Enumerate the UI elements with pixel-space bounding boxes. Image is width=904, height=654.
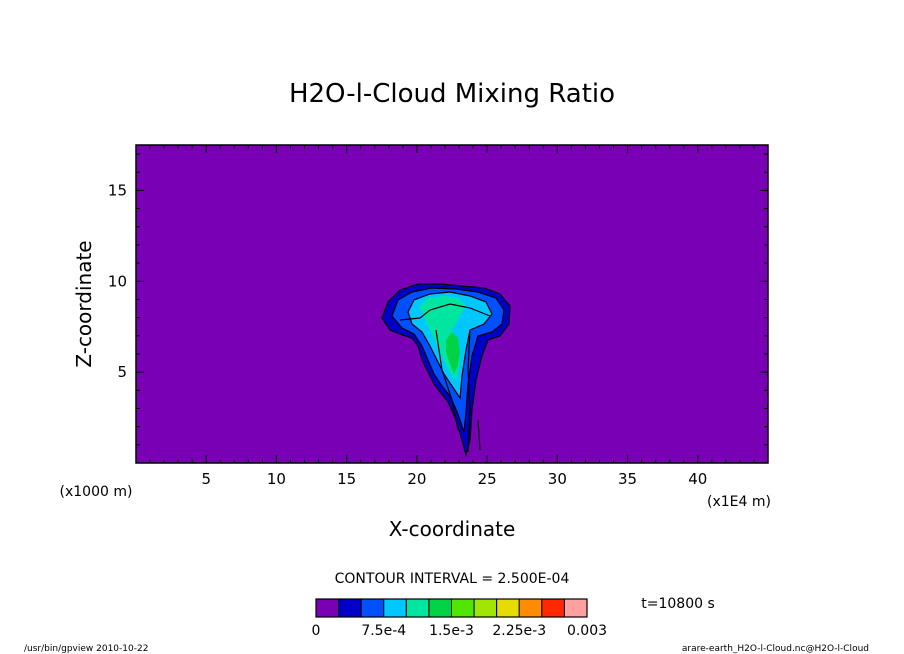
x-tick-label: 10 (267, 470, 286, 488)
footer-source: arare-earth_H2O-l-Cloud.nc@H2O-l-Cloud (682, 644, 869, 654)
cloud-contour-stem-streak-1 (435, 329, 459, 431)
x-tick-label: 30 (548, 470, 567, 488)
time-label: t=10800 s (641, 596, 715, 612)
colorbar-swatch (451, 598, 475, 618)
cloud-contour-stem-streak-2 (467, 329, 471, 453)
colorbar-label: 1.5e-3 (429, 623, 474, 639)
y-tick-label: 15 (108, 181, 127, 199)
cloud-contour-outer (381, 283, 511, 458)
colorbar-swatch (473, 598, 498, 618)
y-axis-label: Z-coordinate (72, 240, 96, 367)
plot-frame (135, 144, 769, 464)
x-axis-ticks: 5 10 15 20 25 30 35 40 (135, 145, 769, 488)
y-axis-ticks: 5 10 15 (108, 153, 768, 464)
cloud-contour-region (381, 283, 511, 458)
footer-program: /usr/bin/gpview 2010-10-22 (24, 644, 148, 654)
colorbar-swatch (405, 598, 430, 618)
y-axis-unit: (x1000 m) (60, 484, 133, 500)
colorbar-swatch (496, 598, 520, 618)
chart-title: H2O-l-Cloud Mixing Ratio (289, 79, 615, 109)
colorbar-label: 7.5e-4 (361, 623, 406, 639)
x-axis-label: X-coordinate (389, 517, 516, 541)
x-tick-label: 20 (407, 470, 426, 488)
cloud-contour-anvil-streak (399, 303, 491, 321)
x-tick-label: 35 (618, 470, 637, 488)
x-tick-label: 5 (201, 470, 211, 488)
colorbar-swatch (383, 598, 407, 618)
colorbar-label: 0.003 (567, 623, 607, 639)
colorbar-swatch (563, 598, 588, 618)
colorbar-swatch (338, 598, 362, 618)
colorbar-swatch (518, 598, 543, 618)
x-tick-label: 40 (688, 470, 707, 488)
cloud-contour-inner (391, 287, 505, 433)
cloud-contour-stem-streak-3 (477, 419, 481, 451)
x-axis-unit: (x1E4 m) (707, 494, 771, 510)
colorbar-label: 0 (312, 623, 321, 639)
x-tick-label: 15 (337, 470, 356, 488)
x-tick-label: 25 (478, 470, 497, 488)
contour-interval-label: CONTOUR INTERVAL = 2.500E-04 (335, 571, 570, 587)
colorbar-labels: 0 7.5e-4 1.5e-3 2.25e-3 0.003 (312, 623, 608, 639)
cloud-band-green (446, 332, 460, 374)
colorbar-swatch (428, 598, 452, 618)
y-tick-label: 10 (108, 272, 127, 290)
colorbar-swatch (541, 598, 565, 618)
colorbar-label: 2.25e-3 (492, 623, 546, 639)
colorbar-swatch (360, 598, 385, 618)
colorbar-frame (315, 598, 588, 618)
cloud-contour-core (407, 291, 493, 400)
colorbar-swatch (315, 598, 340, 618)
y-tick-label: 5 (117, 363, 127, 381)
colorbar (315, 598, 588, 618)
